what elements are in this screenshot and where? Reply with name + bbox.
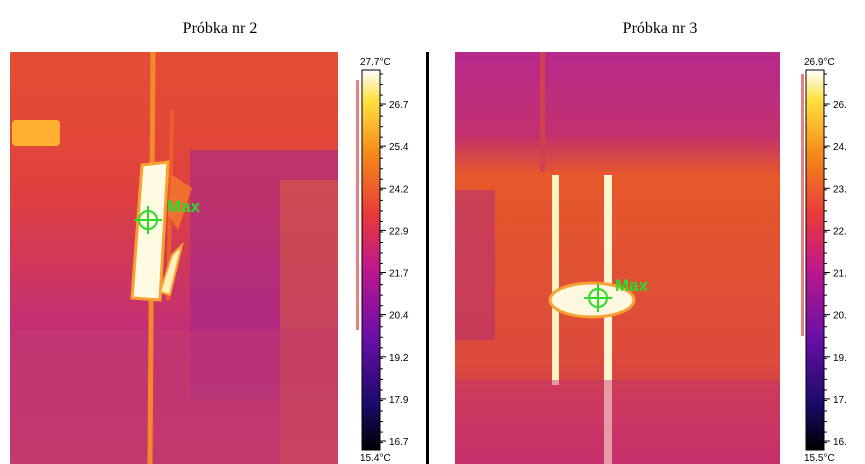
max-label: Max [615,276,649,295]
range-indicator [356,80,359,330]
max-label: Max [167,197,201,216]
tick-label: 25.4 [389,142,409,153]
max-marker [584,284,612,312]
tick-label: 19. [833,353,847,364]
max-marker [134,206,162,234]
tick-label: 16. [833,437,847,448]
tick-label: 17. [833,395,847,406]
tick-label: 24.2 [389,184,409,195]
range-indicator [801,74,804,336]
tick-label: 20. [833,311,847,322]
tick-label: 22.9 [389,226,409,237]
tick-label: 24. [833,142,847,153]
thermal-image [10,52,338,464]
colorbar [805,69,825,451]
tick-label: 26.7 [389,100,409,111]
panel-title: Próbka nr 2 [183,20,258,37]
separator [426,52,429,464]
tick-label: 20.4 [389,311,409,322]
tick-label: 21.7 [389,269,409,280]
scale-min: 15.5°C [804,453,835,464]
tick-label: 16.7 [389,437,409,448]
tick-label: 17.9 [389,395,409,406]
scale-min: 15.4°C [360,453,391,464]
colorbar [361,69,381,451]
thermal-image [455,52,780,464]
tick-label: 19.2 [389,353,409,364]
tick-label: 23. [833,184,847,195]
scale-max: 27.7°C [360,57,391,68]
tick-label: 22. [833,226,847,237]
tick-label: 26. [833,100,847,111]
tick-label: 21. [833,269,847,280]
panel-title: Próbka nr 3 [623,20,698,37]
scale-max: 26.9°C [804,57,835,68]
